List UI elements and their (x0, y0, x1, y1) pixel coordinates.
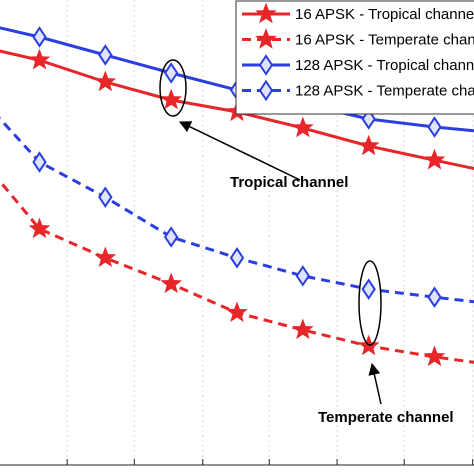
marker-diamond (32, 26, 47, 48)
annotation: Temperate channel (318, 409, 454, 426)
marker-diamond (427, 116, 442, 138)
marker-star (423, 345, 446, 367)
marker-star (291, 116, 314, 138)
arrow (368, 362, 382, 405)
marker-star (160, 88, 183, 110)
marker-diamond (361, 278, 376, 300)
marker-star (28, 48, 51, 70)
arrow (178, 121, 301, 181)
marker-diamond (295, 265, 311, 287)
legend-label: 16 APSK - Tropical channel (295, 6, 474, 23)
annotation: Tropical channel (230, 174, 348, 191)
marker-diamond (258, 79, 274, 102)
marker-diamond (32, 151, 47, 173)
marker-diamond (98, 186, 113, 208)
highlight-ellipse (358, 260, 382, 346)
marker-star (28, 217, 51, 239)
axis-ticks (66, 459, 474, 465)
legend-label: 16 APSK - Temperate channel (295, 31, 474, 48)
marker-star (226, 301, 248, 323)
marker-star (291, 318, 314, 340)
legend-label: 128 APSK - Tropical channel (295, 57, 474, 74)
marker-star (255, 2, 277, 24)
legend-box (235, 0, 474, 115)
marker-star (94, 246, 117, 268)
legend: 16 APSK - Tropical channel 16 APSK - Temp… (235, 0, 474, 115)
marker-star (160, 272, 183, 294)
legend-label: 128 APSK - Temperate channel (295, 82, 474, 99)
marker-star (357, 134, 380, 156)
marker-diamond (258, 54, 274, 76)
marker-diamond (98, 44, 113, 66)
marker-diamond (163, 226, 179, 248)
marker-diamond (163, 62, 179, 84)
highlight-ellipse (159, 59, 187, 117)
marker-star (94, 70, 117, 92)
marker-diamond (229, 247, 245, 269)
marker-star (255, 28, 277, 49)
marker-diamond (427, 286, 442, 309)
marker-star (423, 148, 446, 170)
